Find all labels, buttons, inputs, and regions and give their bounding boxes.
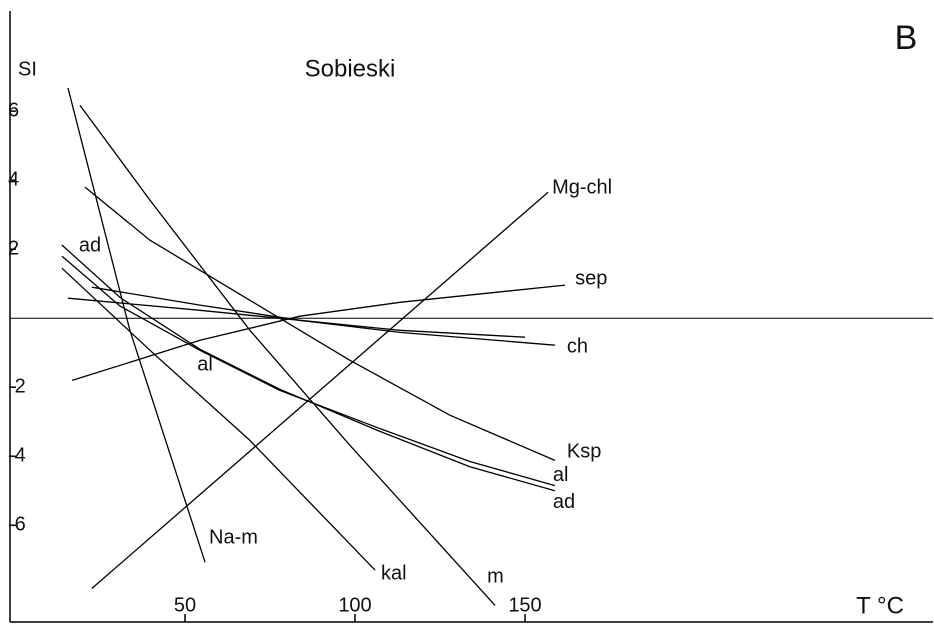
series-line: [67, 87, 206, 563]
x-axis-label: T °C: [856, 592, 904, 619]
series-label: ad: [79, 234, 101, 256]
series-line: [91, 191, 549, 589]
series-label: m: [487, 566, 504, 588]
series-line: [79, 104, 496, 606]
series-line: [91, 286, 526, 338]
y-tick-label: 6: [8, 99, 19, 121]
y-axis-label: SI: [18, 58, 37, 80]
series-line: [61, 244, 556, 492]
series-label: al: [553, 464, 569, 486]
y-tick-label: -2: [8, 376, 26, 398]
x-tick-label: 50: [174, 594, 196, 616]
series-label: Ksp: [567, 441, 601, 463]
x-tick-label: 100: [338, 594, 371, 616]
series-label: sep: [575, 267, 607, 289]
y-tick-label: 4: [8, 168, 19, 190]
chart-title: Sobieski: [305, 55, 396, 82]
series-label: kal: [381, 563, 407, 585]
y-tick-label: -4: [8, 445, 26, 467]
series-label: al: [197, 353, 213, 375]
panel-letter: B: [895, 19, 918, 57]
y-tick-label: -6: [8, 514, 26, 536]
series-label: ad: [553, 491, 575, 513]
series-label: Mg-chl: [552, 177, 612, 199]
x-tick-label: 150: [508, 594, 541, 616]
series-line: [71, 284, 566, 382]
series-line: [61, 255, 556, 487]
series-label: Na-m: [209, 527, 258, 549]
series-line: [61, 267, 376, 571]
y-tick-label: 2: [8, 237, 19, 259]
series-line: [84, 186, 556, 461]
series-label: ch: [567, 335, 588, 357]
